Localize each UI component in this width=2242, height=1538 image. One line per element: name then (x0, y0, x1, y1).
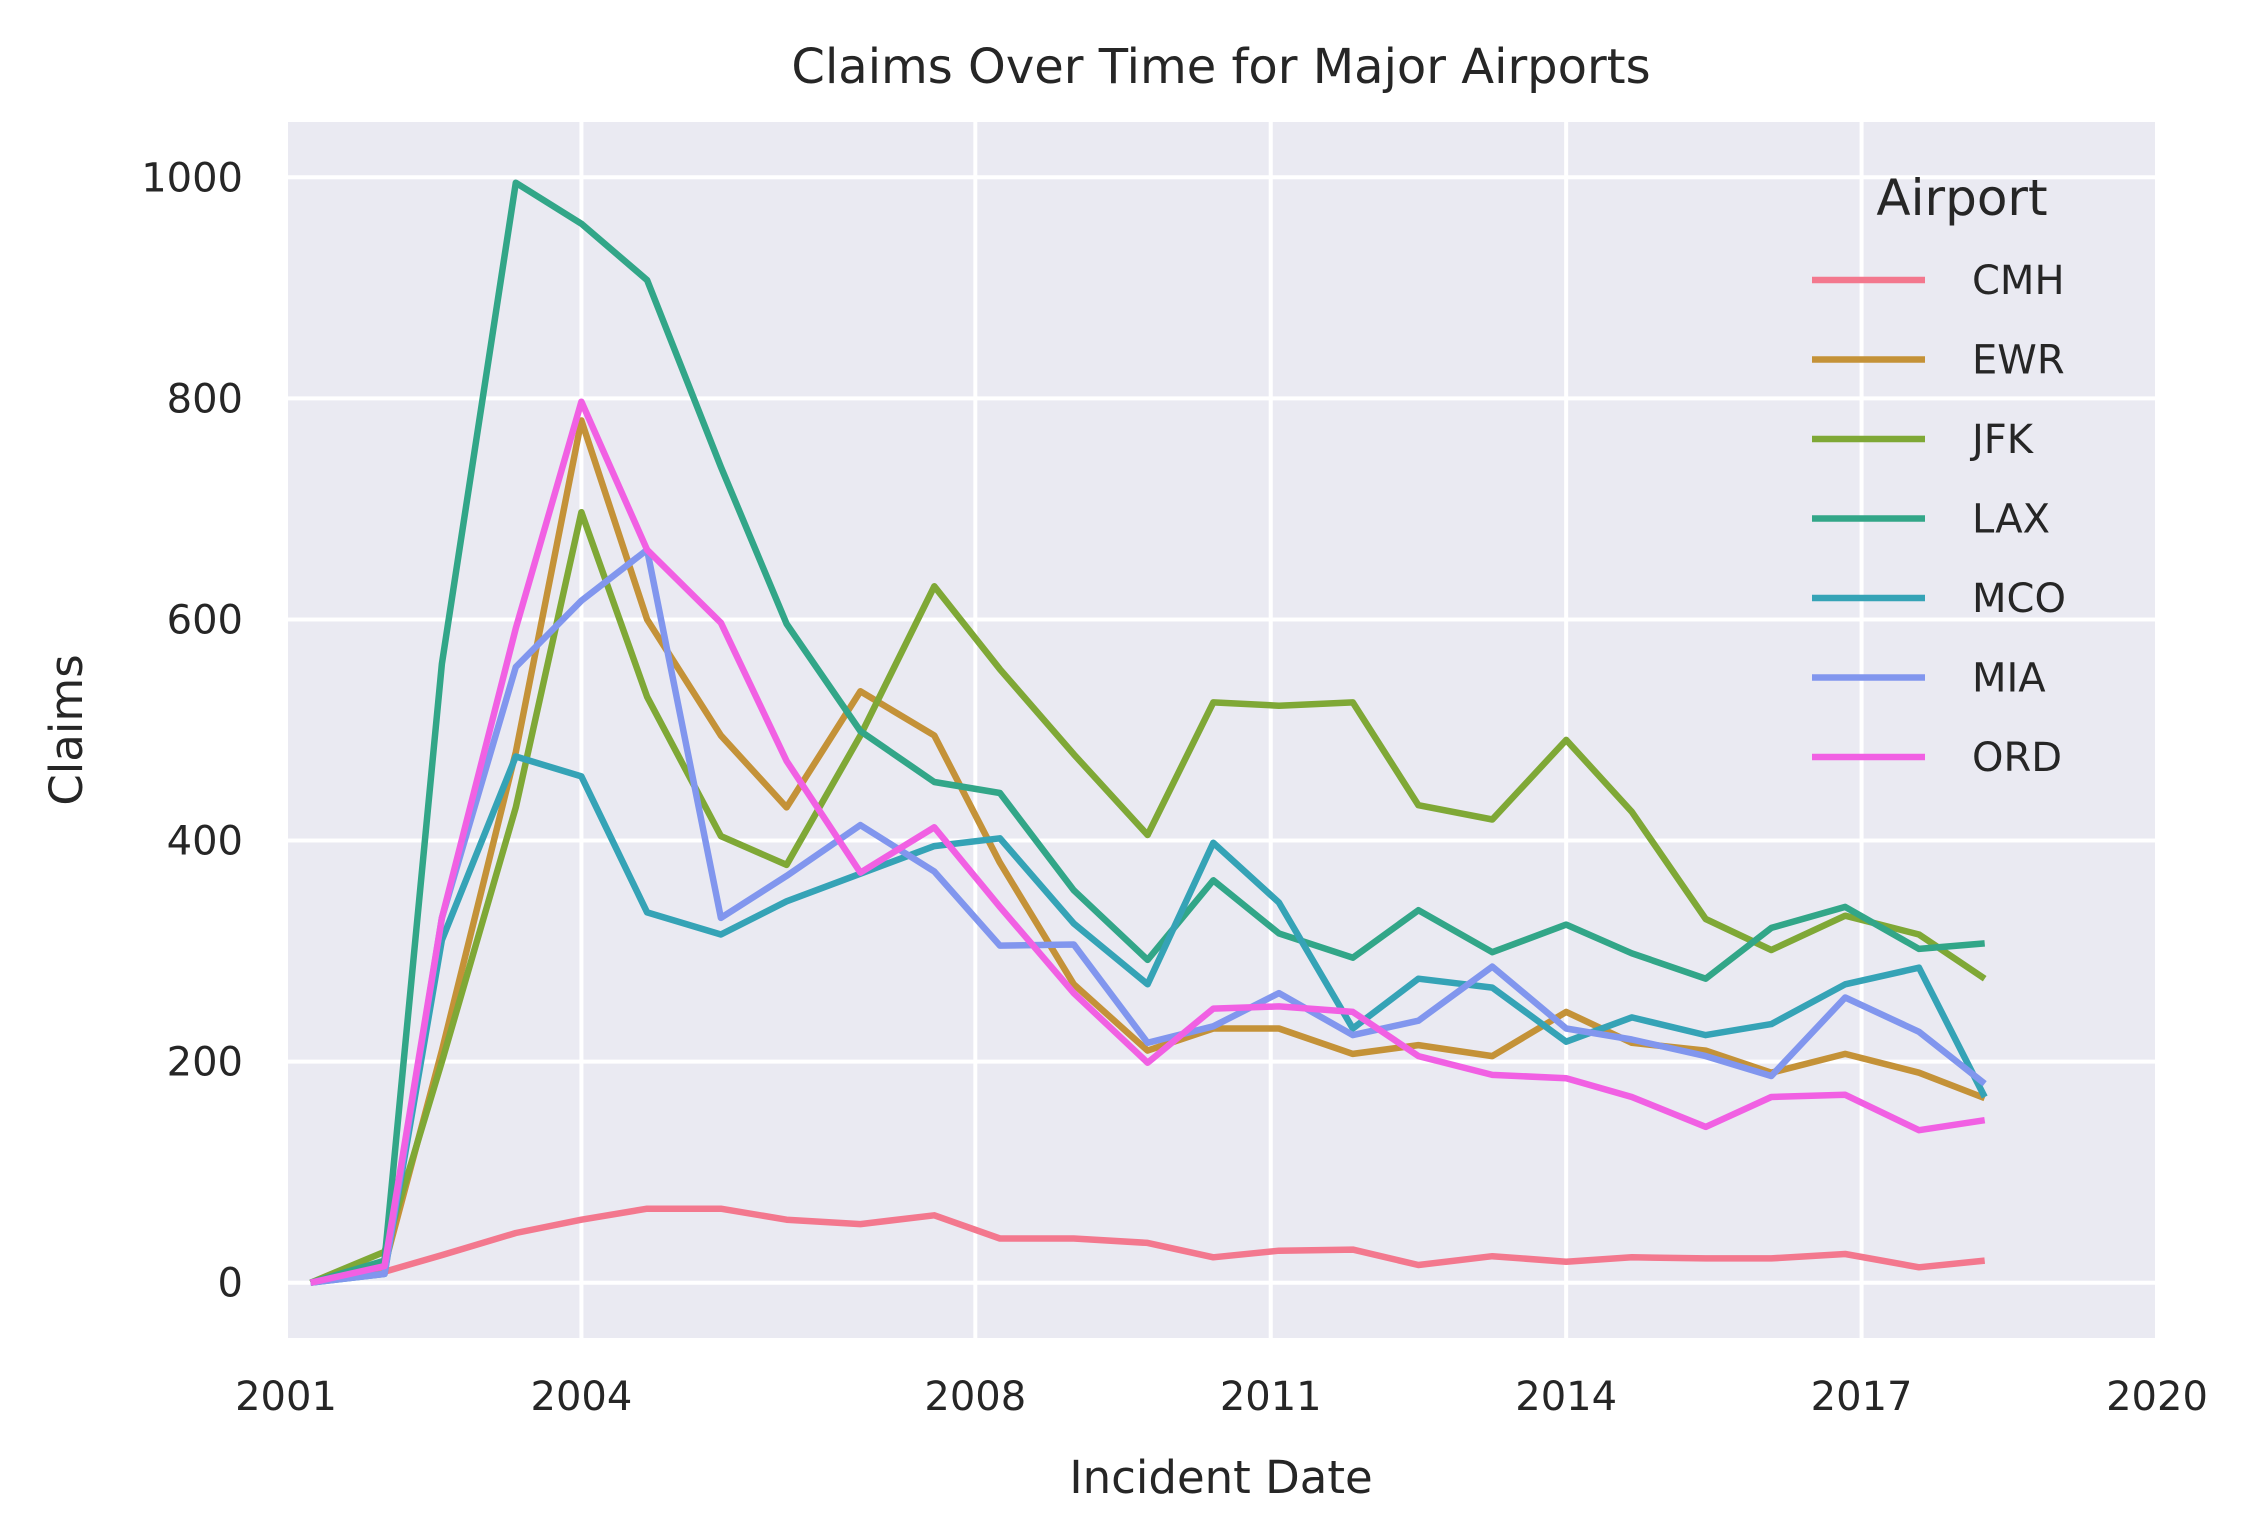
legend-label-cmh: CMH (1972, 258, 2065, 304)
series-line-cmh (310, 1205, 1986, 1286)
x-tick-label: 2014 (1515, 1374, 1617, 1420)
plot-background (286, 122, 2157, 1338)
x-tick-label: 2008 (924, 1374, 1026, 1420)
legend-label-jfk: JFK (1969, 417, 2035, 463)
tick-layer: 2001 2004 2008 2011 2014 2017 2020 0 200 400 600 80… (141, 155, 2208, 1420)
legend-label-lax: LAX (1972, 497, 2050, 543)
x-tick-label: 2020 (2106, 1374, 2208, 1420)
x-axis-label: Incident Date (1069, 1451, 1372, 1504)
legend-title: Airport (1876, 169, 2047, 227)
legend-items: CMH EWR JFK LAX MCO MIA ORD (1812, 258, 2066, 781)
series-line-ord (309, 398, 1986, 1286)
series-line-ewr (309, 417, 1986, 1286)
chart-title: Claims Over Time for Major Airports (791, 39, 1650, 95)
series-line-jfk (309, 508, 1987, 1286)
series-layer (309, 179, 1988, 1286)
legend-label-mia: MIA (1972, 656, 2046, 702)
legend-label-mco: MCO (1972, 576, 2066, 622)
grid-layer (284, 122, 2159, 1338)
x-tick-label: 2001 (235, 1374, 337, 1420)
legend-label-ord: ORD (1972, 735, 2062, 781)
y-tick-label: 600 (167, 597, 243, 643)
x-tick-label: 2004 (531, 1374, 633, 1420)
legend-label-ewr: EWR (1972, 338, 2065, 384)
y-axis-label: Claims (40, 654, 93, 805)
x-tick-label: 2011 (1220, 1374, 1322, 1420)
legend: Airport CMH EWR JFK LAX MCO MIA ORD (1812, 169, 2066, 781)
series-line-mia (310, 546, 1987, 1286)
y-tick-label: 200 (167, 1040, 243, 1086)
series-line-lax (309, 179, 1985, 1286)
y-tick-label: 0 (218, 1261, 243, 1307)
y-tick-label: 1000 (141, 155, 243, 201)
x-tick-label: 2017 (1811, 1374, 1913, 1420)
y-tick-label: 800 (167, 376, 243, 422)
series-line-mco (310, 753, 1988, 1286)
y-tick-label: 400 (167, 819, 243, 865)
